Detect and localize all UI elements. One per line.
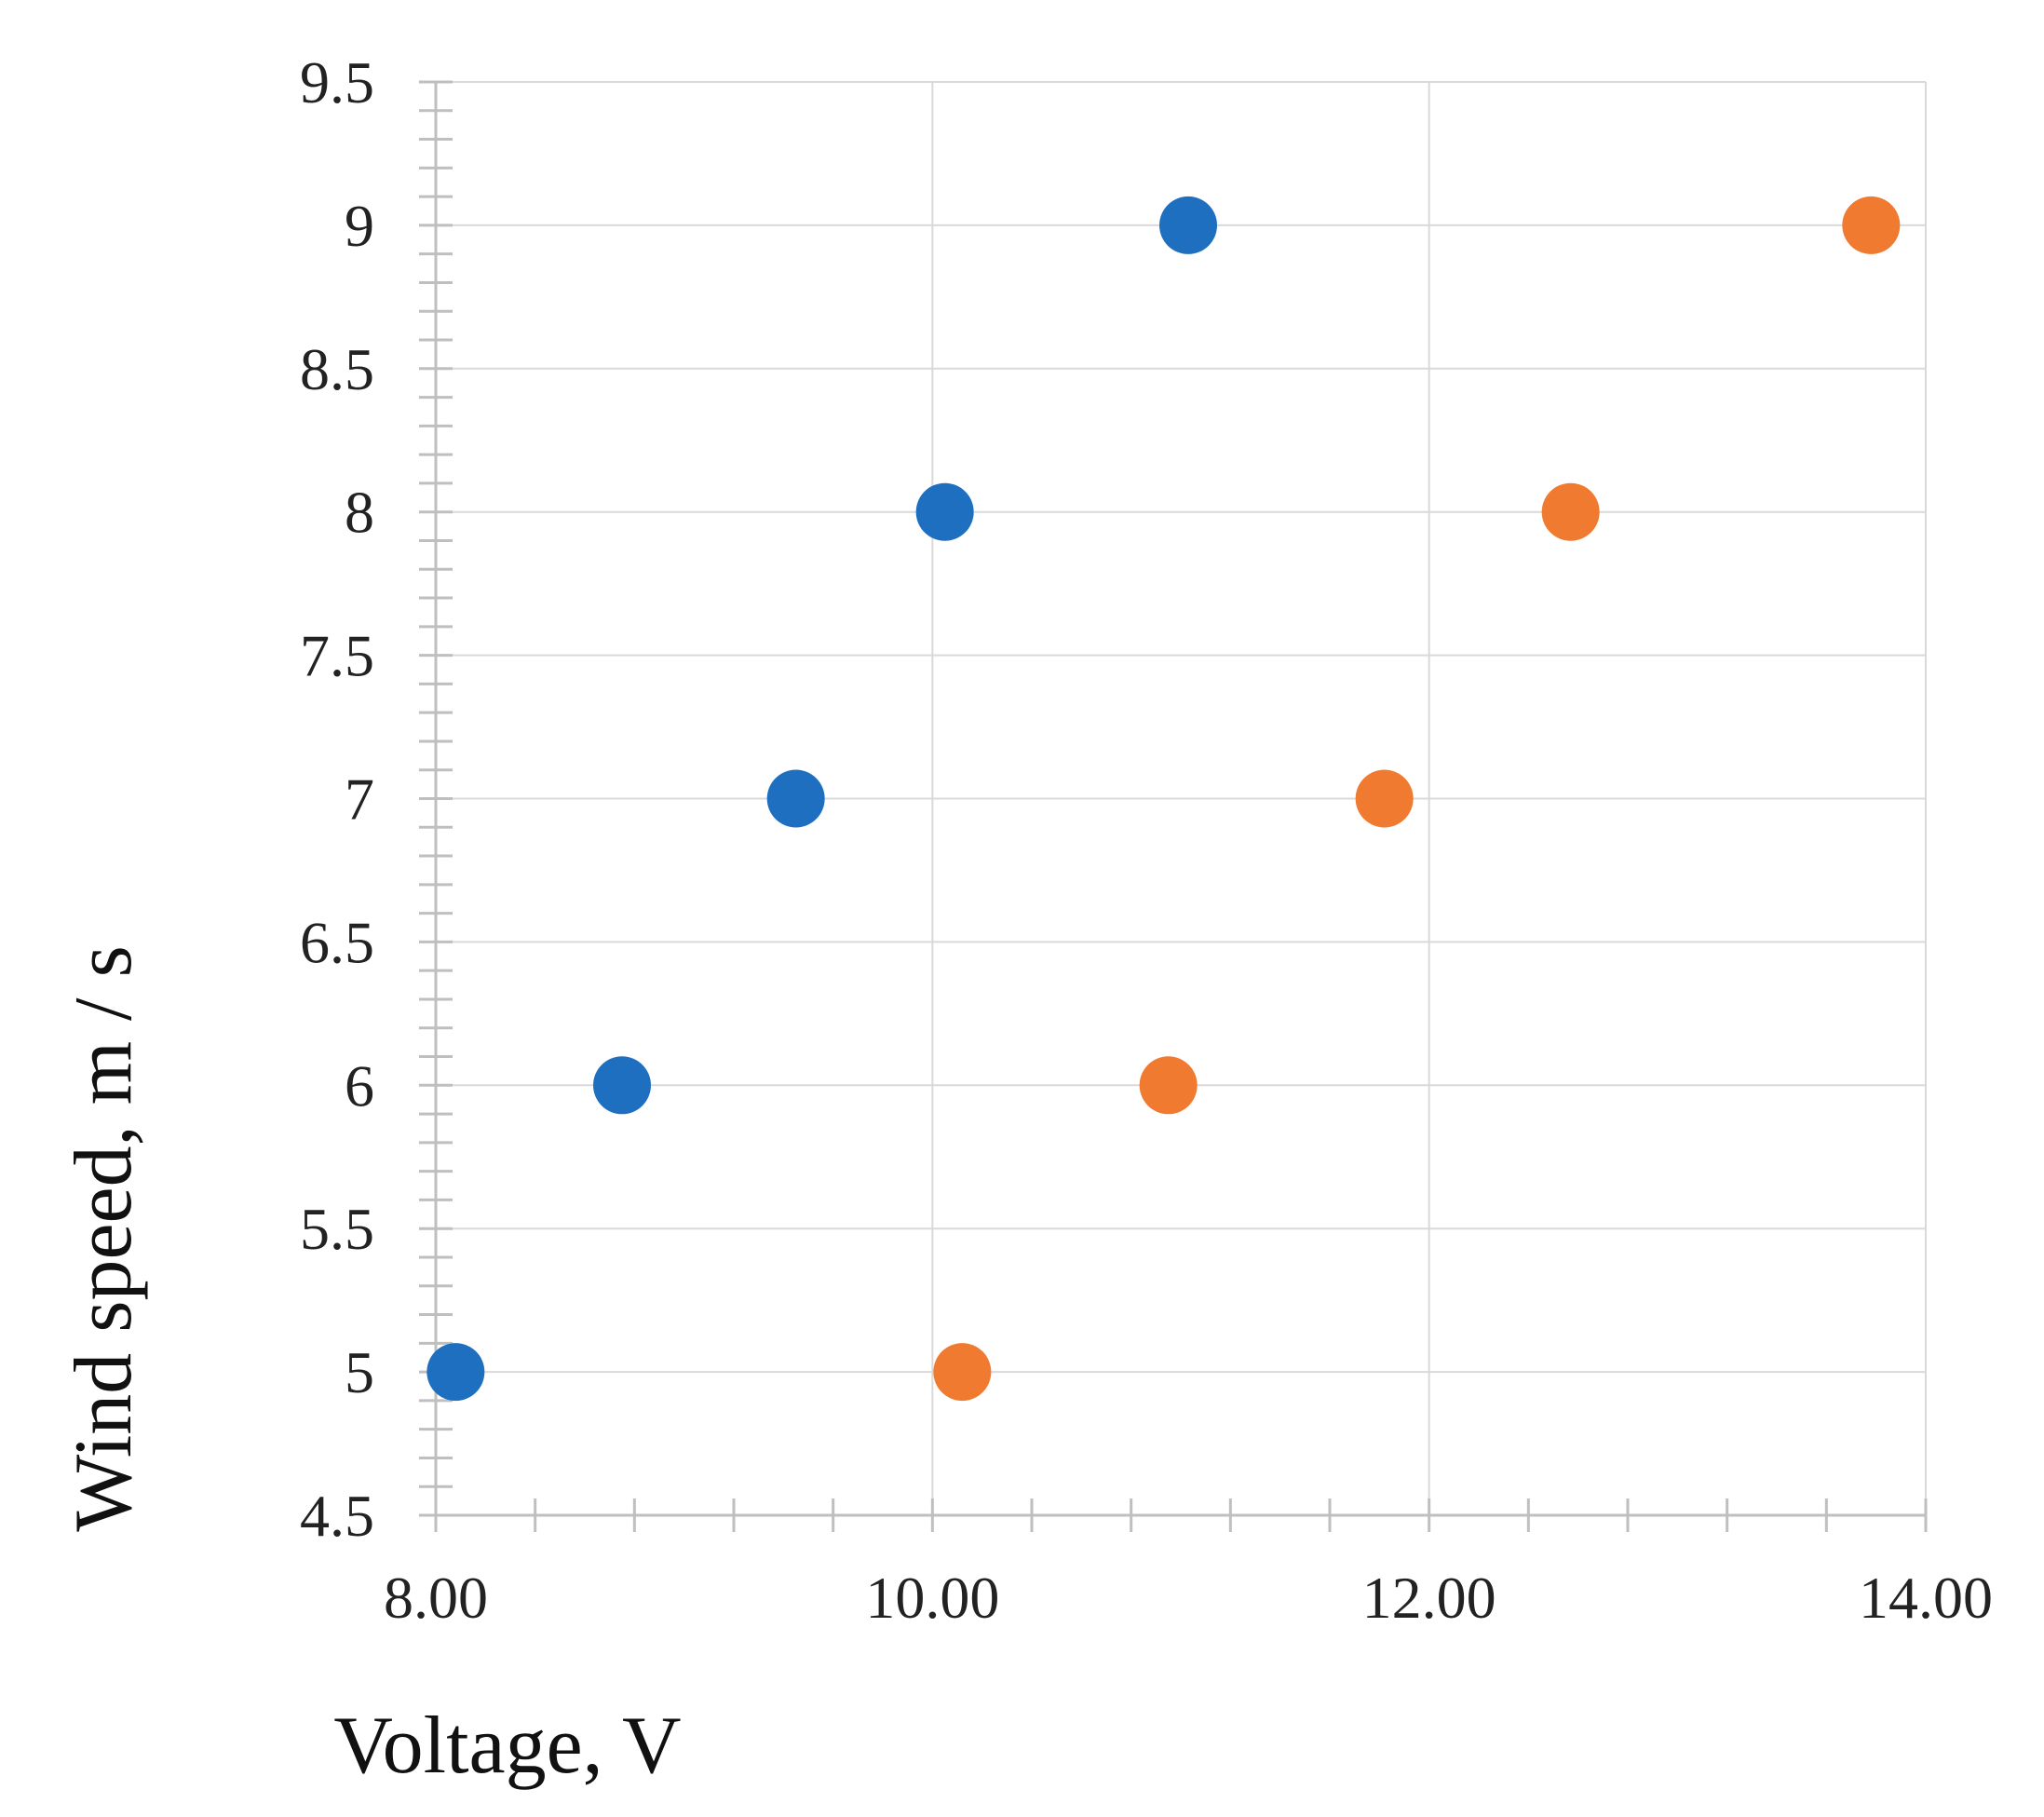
x-tick-label: 14.00 xyxy=(1859,1565,1993,1631)
y-tick-label: 7.5 xyxy=(300,623,374,689)
y-tick-label: 6 xyxy=(345,1052,374,1119)
minor-ticks xyxy=(419,80,1928,1532)
y-tick-label: 8.5 xyxy=(300,336,374,402)
y-tick-label: 4.5 xyxy=(300,1483,374,1549)
x-axis-title: Voltage, V xyxy=(333,1701,681,1791)
series-2-point xyxy=(1139,1056,1198,1115)
y-axis-title: Wind speed, m / s xyxy=(59,945,149,1532)
series-1-point xyxy=(593,1056,651,1115)
x-tick-labels: 8.00 10.00 12.00 14.00 xyxy=(384,1565,1993,1631)
series-2-point xyxy=(1355,769,1414,828)
y-tick-label: 9.5 xyxy=(300,49,374,115)
series-2-point xyxy=(1541,482,1600,541)
x-gridlines xyxy=(931,82,1927,1515)
y-tick-label: 7 xyxy=(345,766,374,833)
x-tick-label: 8.00 xyxy=(384,1565,488,1631)
y-tick-label: 5.5 xyxy=(300,1196,374,1262)
y-tick-label: 8 xyxy=(345,480,374,546)
series-1-point xyxy=(766,769,825,828)
y-gridlines xyxy=(436,81,1926,1516)
y-tick-label: 6.5 xyxy=(300,909,374,975)
series-1-point xyxy=(426,1343,485,1402)
data-points xyxy=(426,196,1901,1402)
series-2-point xyxy=(933,1343,992,1402)
series-1-point xyxy=(1159,196,1217,254)
series-2-point xyxy=(1842,196,1901,254)
x-tick-label: 10.00 xyxy=(865,1565,999,1631)
x-tick-label: 12.00 xyxy=(1362,1565,1496,1631)
y-tick-labels: 4.5 5 5.5 6 6.5 7 7.5 8 8.5 9 9.5 xyxy=(300,49,374,1549)
y-tick-label: 5 xyxy=(345,1339,374,1405)
y-tick-label: 9 xyxy=(345,193,374,259)
series-1-point xyxy=(915,482,974,541)
